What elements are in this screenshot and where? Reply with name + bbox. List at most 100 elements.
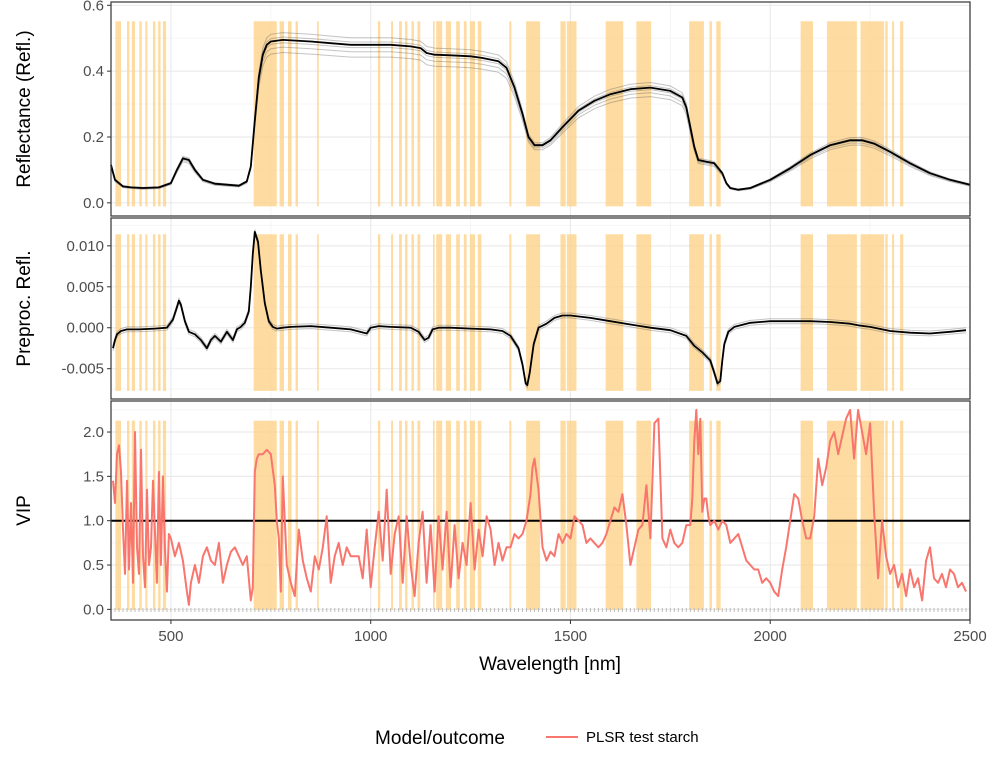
highlight-band xyxy=(152,21,156,207)
highlight-band xyxy=(689,234,704,391)
highlight-band xyxy=(477,21,482,207)
x-tick-label: 1000 xyxy=(354,628,387,645)
highlight-band xyxy=(131,234,135,391)
highlight-band xyxy=(477,420,482,611)
series-spread-line xyxy=(110,51,971,192)
highlight-band xyxy=(860,420,885,611)
highlight-band xyxy=(456,21,460,207)
y-tick-label: 1.5 xyxy=(83,468,104,485)
panel-border xyxy=(110,1,971,217)
y-tick-label: 0.010 xyxy=(66,238,104,255)
y-tick-label: 0.6 xyxy=(83,0,104,14)
panel-3: 0.0 0.5 1.0 1.5 2.0 VIP xyxy=(14,400,971,621)
highlight-band xyxy=(605,420,624,611)
highlight-band xyxy=(800,420,813,611)
highlight-band xyxy=(436,234,443,391)
highlight-band xyxy=(317,420,319,611)
highlight-band xyxy=(800,234,813,391)
highlight-band xyxy=(826,234,857,391)
highlight-band xyxy=(115,234,121,391)
highlight-band xyxy=(509,21,512,207)
highlight-band xyxy=(436,21,443,207)
highlight-band xyxy=(417,21,421,207)
y-axis-title: VIP xyxy=(14,495,35,526)
highlight-band xyxy=(131,21,135,207)
highlight-band xyxy=(566,234,577,391)
highlight-band xyxy=(826,21,857,207)
highlight-band xyxy=(317,21,319,207)
y-tick-label: 0.000 xyxy=(66,320,104,337)
y-tick-label: 0.0 xyxy=(83,601,104,618)
y-axis-title: Preproc. Refl. xyxy=(14,250,35,366)
highlight-band xyxy=(885,420,888,611)
legend-title: Model/outcome xyxy=(375,728,505,749)
highlight-band xyxy=(115,420,121,611)
highlight-band xyxy=(709,420,712,611)
highlight-band xyxy=(566,21,577,207)
highlight-band xyxy=(253,21,277,207)
legend-label: PLSR test starch xyxy=(586,729,699,746)
highlight-band xyxy=(162,21,167,207)
x-axis-title: Wavelength [nm] xyxy=(479,654,621,675)
highlight-band xyxy=(411,420,414,611)
highlight-band xyxy=(900,234,904,391)
panel-2: -0.005 0.000 0.005 0.010 Preproc. Refl. xyxy=(14,217,971,400)
highlight-band xyxy=(560,420,566,611)
highlight-band xyxy=(158,21,161,207)
highlight-band xyxy=(317,234,319,391)
highlight-band xyxy=(287,21,292,207)
highlight-band xyxy=(892,234,895,391)
x-tick-label: 1500 xyxy=(554,628,587,645)
highlight-band xyxy=(892,420,895,611)
y-tick-label: 0.5 xyxy=(83,557,104,574)
highlight-band xyxy=(900,420,904,611)
highlight-band xyxy=(405,21,408,207)
y-tick-label: 2.0 xyxy=(83,424,104,441)
highlight-band xyxy=(456,234,460,391)
panel-1: 0.0 0.2 0.4 0.6 Reflectance (Refl.) xyxy=(14,0,971,217)
highlight-band xyxy=(377,234,381,391)
highlight-band xyxy=(885,21,888,207)
y-tick-label: 0.005 xyxy=(66,279,104,296)
x-tick-label: 500 xyxy=(158,628,183,645)
highlight-band xyxy=(860,234,885,391)
highlight-band xyxy=(145,234,148,391)
highlight-band xyxy=(145,21,148,207)
highlight-band xyxy=(158,234,161,391)
spectrum-line xyxy=(112,230,967,387)
highlight-band xyxy=(377,21,381,207)
highlight-band xyxy=(433,234,435,391)
highlight-band xyxy=(885,234,888,391)
highlight-band xyxy=(436,420,443,611)
highlight-band xyxy=(295,21,298,207)
highlight-band xyxy=(279,21,284,207)
highlight-band xyxy=(253,234,277,391)
highlight-band xyxy=(709,21,712,207)
highlight-band xyxy=(126,234,130,391)
highlight-band xyxy=(445,420,452,611)
x-axis: 500 1000 1500 2000 2500 xyxy=(158,620,987,645)
highlight-band xyxy=(152,234,156,391)
highlight-band xyxy=(509,420,512,611)
highlight-band xyxy=(892,21,895,207)
highlight-band xyxy=(139,234,142,391)
highlight-band xyxy=(279,234,284,391)
highlight-band xyxy=(139,21,142,207)
highlight-band xyxy=(689,21,704,207)
highlight-band xyxy=(417,234,421,391)
highlight-band xyxy=(445,234,452,391)
highlight-band xyxy=(463,21,467,207)
highlight-band xyxy=(391,21,394,207)
y-tick-label: 1.0 xyxy=(83,513,104,530)
y-tick-label: 0.2 xyxy=(83,129,104,146)
highlight-band xyxy=(463,234,467,391)
highlight-band xyxy=(295,420,298,611)
highlight-band xyxy=(716,420,721,611)
y-tick-label: 0.4 xyxy=(83,63,104,80)
highlight-band xyxy=(126,21,130,207)
highlight-band xyxy=(605,21,624,207)
highlight-band xyxy=(716,21,721,207)
highlight-band xyxy=(162,234,167,391)
highlight-band xyxy=(433,420,435,611)
